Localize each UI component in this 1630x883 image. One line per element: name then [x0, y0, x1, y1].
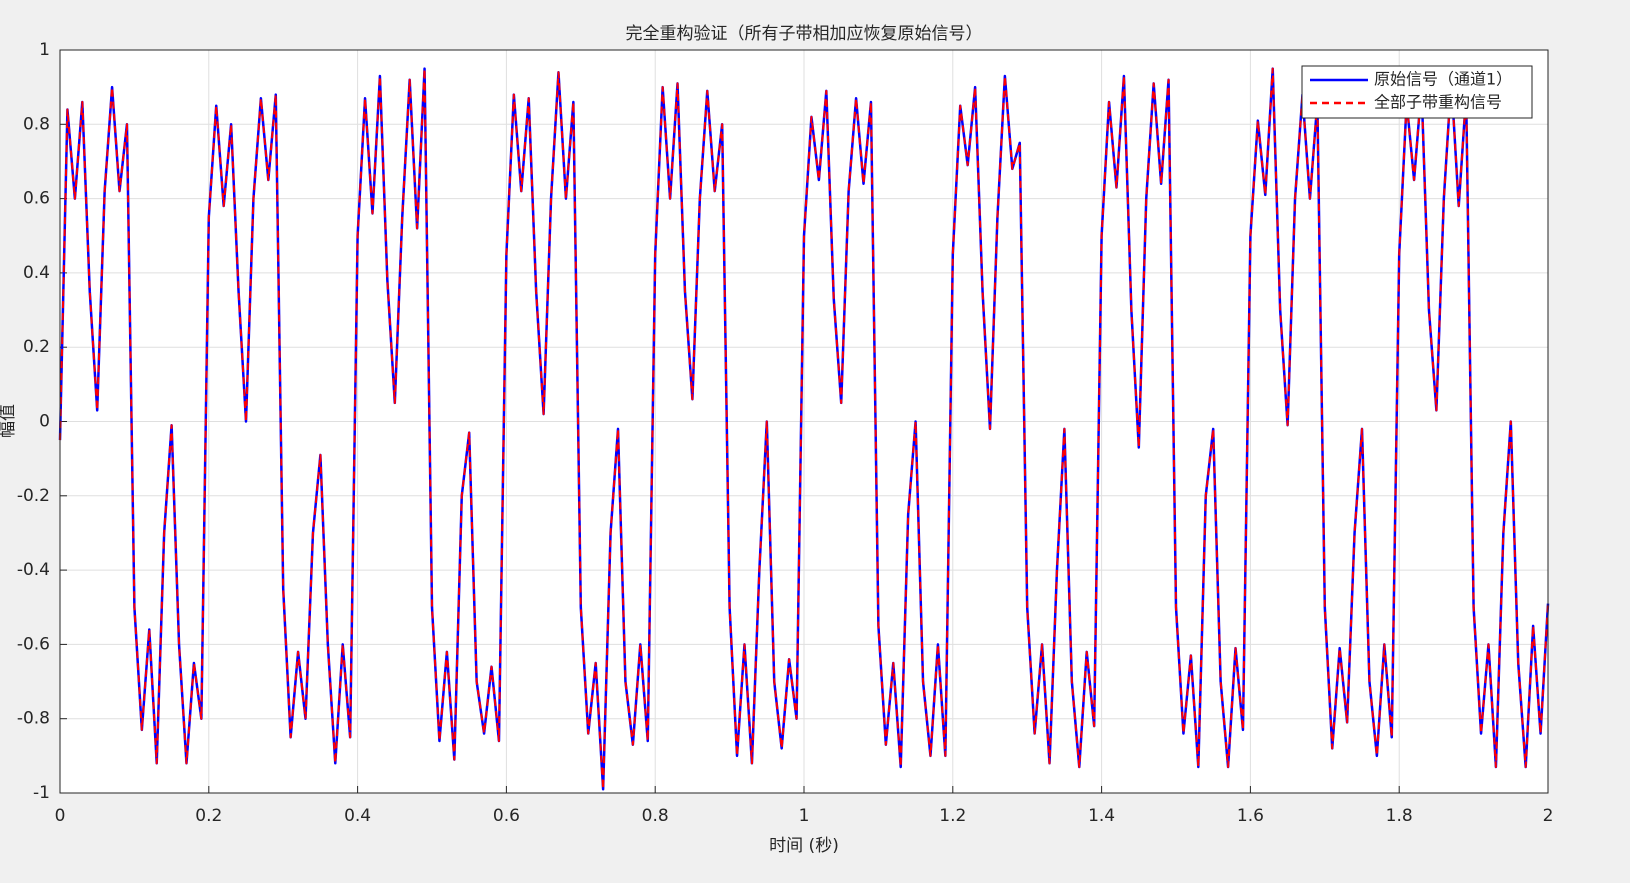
x-tick-label: 0.8: [642, 806, 669, 826]
x-tick-label: 0.4: [344, 806, 371, 826]
x-tick-label: 1: [799, 806, 810, 826]
x-tick-label: 0: [55, 806, 66, 826]
legend-label: 原始信号（通道1）: [1374, 70, 1512, 89]
y-tick-label: -0.4: [17, 560, 50, 580]
y-tick-label: 0.6: [23, 189, 50, 209]
y-tick-label: -0.8: [17, 709, 50, 729]
x-tick-label: 1.6: [1237, 806, 1264, 826]
y-tick-label: 0.2: [23, 337, 50, 357]
y-axis-label: 幅值: [0, 404, 18, 438]
y-tick-label: 0: [39, 412, 50, 432]
plot-frame: [59, 49, 1549, 794]
legend-box: [1301, 65, 1533, 119]
y-tick-label: 0.8: [23, 114, 50, 134]
y-tick-label: -1: [33, 783, 50, 803]
x-tick-label: 1.4: [1088, 806, 1115, 826]
x-tick-label: 2: [1543, 806, 1554, 826]
data-line: [59, 67, 1549, 791]
x-axis-label: 时间 (秒): [769, 836, 839, 856]
y-tick-label: -0.2: [17, 486, 50, 506]
legend: 原始信号（通道1） 全部子带重构信号: [1301, 65, 1533, 119]
x-tick-label: 1.2: [939, 806, 966, 826]
x-tick-label: 0.6: [493, 806, 520, 826]
y-tick-label: -0.6: [17, 634, 50, 654]
chart-title: 完全重构验证（所有子带相加应恢复原始信号）: [626, 24, 983, 44]
y-tick-label: 0.4: [23, 263, 50, 283]
y-tick-label: 1: [39, 40, 50, 60]
legend-label: 全部子带重构信号: [1374, 93, 1502, 112]
x-tick-label: 1.8: [1386, 806, 1413, 826]
x-tick-label: 0.2: [195, 806, 222, 826]
